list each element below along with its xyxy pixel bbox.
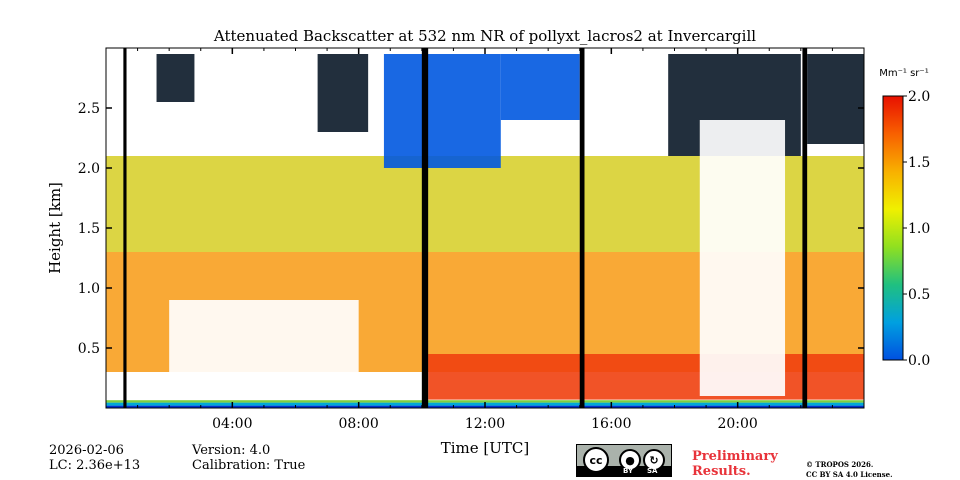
footer-date: 2026-02-06: [49, 443, 124, 458]
footer-version: Version: 4.0: [192, 443, 271, 458]
y-axis-label: Height [km]: [46, 182, 64, 274]
region-pbl-aerosol: [428, 354, 864, 400]
region-high-clouds-dark: [156, 54, 195, 102]
x-tick-label: 04:00: [212, 416, 252, 432]
no-data-gap: [421, 48, 429, 408]
footer-calibration: Calibration: True: [192, 458, 306, 473]
colorbar-tick-label: 1.0: [908, 221, 930, 237]
y-tick-label: 1.5: [78, 221, 100, 237]
copyright-line-1: © TROPOS 2026.: [806, 460, 874, 469]
chart-title: Attenuated Backscatter at 532 nm NR of p…: [213, 27, 756, 45]
colorbar: 0.0 0.5 1.0 1.5 2.0: [882, 89, 930, 369]
colorbar-tick-label: 0.5: [908, 287, 930, 303]
axes: 04:00 08:00 12:00 16:00 20:00 0.5 1.0 1.5 2.0 2.5: [78, 47, 865, 432]
x-tick-label: 12:00: [465, 416, 505, 432]
x-tick-label: 16:00: [591, 416, 631, 432]
copyright-line-2: CC BY SA 4.0 License.: [806, 470, 893, 479]
region-clear-gap: [169, 300, 359, 400]
x-tick-label: 20:00: [717, 416, 757, 432]
no-data-gap: [579, 48, 585, 408]
colorbar-tick-label: 1.5: [908, 155, 930, 171]
y-tick-label: 2.5: [78, 101, 100, 117]
by-label: BY: [623, 467, 634, 475]
colorbar-unit-label: Mm⁻¹ sr⁻¹: [879, 68, 928, 79]
sa-label: SA: [647, 467, 658, 475]
footer-lc: LC: 2.36e+13: [49, 458, 141, 473]
colorbar-gradient: [882, 95, 904, 361]
preliminary-results-note: Preliminary Results.: [692, 449, 778, 479]
preliminary-line-1: Preliminary: [692, 449, 778, 464]
x-axis-label: Time [UTC]: [441, 439, 530, 457]
region-dark-clouds: [807, 54, 864, 144]
region-clear-gap: [699, 120, 786, 396]
surface-band: [106, 400, 864, 403]
plot-area: [106, 48, 864, 408]
x-tick-label: 08:00: [338, 416, 378, 432]
no-data-gap: [802, 48, 808, 408]
preliminary-line-2: Results.: [692, 464, 751, 479]
cc-license-badge: cc ● ↻ BY SA: [576, 444, 672, 477]
region-blue-layer: [500, 54, 580, 120]
share-alike-icon: ↻: [643, 449, 665, 471]
colorbar-tick-label: 0.0: [908, 353, 930, 369]
colorbar-tick-label: 2.0: [908, 89, 930, 105]
cc-icon: cc: [583, 447, 609, 473]
y-tick-label: 2.0: [78, 161, 100, 177]
region-blue-layer: [383, 54, 501, 168]
no-data-gap: [123, 48, 127, 408]
y-tick-label: 1.0: [78, 281, 100, 297]
by-person-icon: ●: [619, 449, 641, 471]
y-tick-label: 0.5: [78, 341, 100, 357]
copyright-note: © TROPOS 2026. CC BY SA 4.0 License.: [806, 460, 893, 480]
region-high-clouds-dark: [317, 54, 369, 132]
